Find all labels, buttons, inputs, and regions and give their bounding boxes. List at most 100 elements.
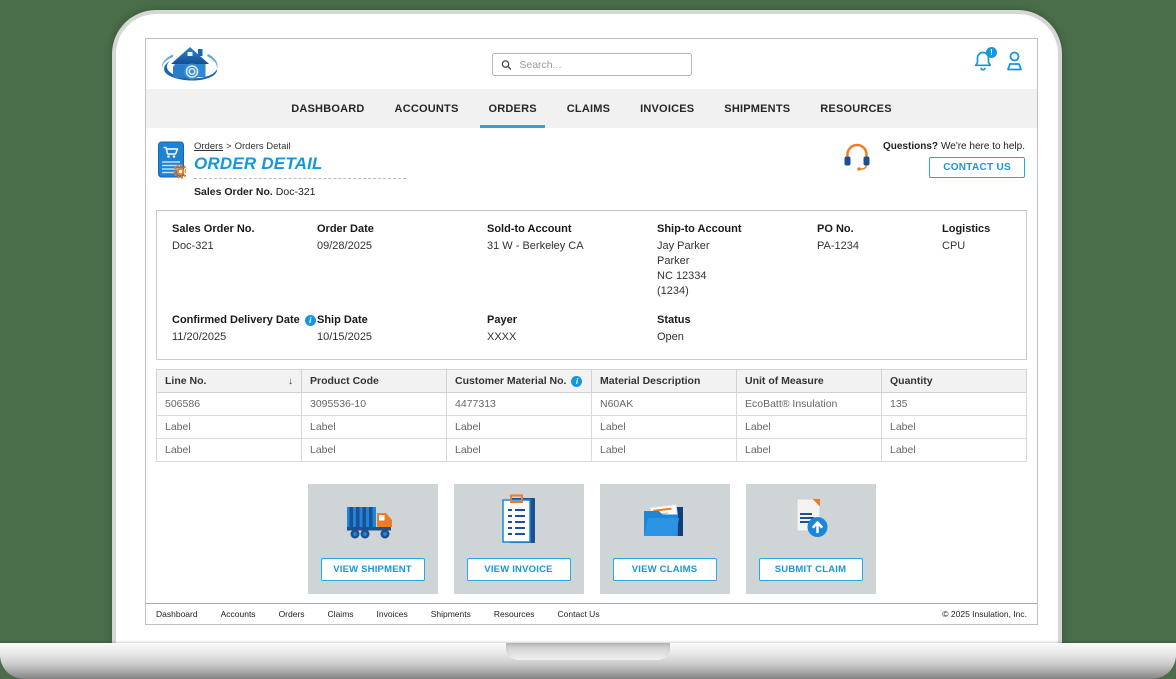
card-button[interactable]: VIEW CLAIMS xyxy=(612,558,717,582)
card-button[interactable]: SUBMIT CLAIM xyxy=(758,558,863,582)
field-value: 09/28/2025 xyxy=(317,240,373,252)
field-order-date: Order Date 09/28/2025 xyxy=(317,223,487,298)
table-cell: Label xyxy=(591,415,737,440)
field-value: 11/20/2025 xyxy=(172,331,227,344)
field-value: 31 W - Berkeley CA xyxy=(487,240,584,252)
column-label: Material Description xyxy=(600,375,701,388)
card-view-shipment: VIEW SHIPMENT xyxy=(307,484,438,595)
card-button[interactable]: VIEW INVOICE xyxy=(466,558,571,582)
breadcrumb-current: Orders Detail xyxy=(234,141,291,152)
app-header: ! xyxy=(146,39,1037,89)
tab-dashboard[interactable]: DASHBOARD xyxy=(276,89,379,128)
table-cell: EcoBatt® Insulation xyxy=(736,392,882,417)
tab-accounts[interactable]: ACCOUNTS xyxy=(380,89,474,128)
contact-us-button[interactable]: CONTACT US xyxy=(929,157,1025,178)
footer-link-accounts[interactable]: Accounts xyxy=(220,609,256,619)
column-unit-of-measure: Unit of Measure xyxy=(736,369,882,394)
table-cell: Label xyxy=(156,438,302,463)
field-label: Sold-to Account xyxy=(487,223,572,235)
field-label: PO No. xyxy=(817,223,854,235)
header-icons: ! xyxy=(973,47,1025,72)
field-label: Confirmed Delivery Date xyxy=(172,314,300,327)
info-icon[interactable]: i xyxy=(304,314,316,326)
help-question: Questions? xyxy=(882,141,938,152)
footer-link-shipments[interactable]: Shipments xyxy=(430,609,471,619)
app-footer: Dashboard Accounts Orders Claims Invoices Shi… xyxy=(146,603,1037,624)
table-cell: 4477313 xyxy=(446,392,592,417)
help-message: We're here to help. xyxy=(941,141,1025,152)
table-cell: Label xyxy=(156,415,302,440)
table-row: Label Label Label Label Label Label xyxy=(156,415,1027,440)
card-button[interactable]: VIEW SHIPMENT xyxy=(320,558,425,582)
table-cell: Label xyxy=(736,438,882,463)
table-cell: N60AK xyxy=(591,392,737,417)
action-cards: VIEW SHIPMENT VIEW INVOICE VIEW CLAIMS xyxy=(156,484,1027,595)
table-cell: 135 xyxy=(881,392,1027,417)
page-head: Orders > Orders Detail ORDER DETAIL Sales … xyxy=(156,141,1027,198)
sales-order-value: Doc-321 xyxy=(275,186,316,198)
column-label: Product Code xyxy=(310,375,379,388)
notifications-button[interactable]: ! xyxy=(973,47,997,72)
field-value: XXXX xyxy=(487,331,517,344)
footer-links: Dashboard Accounts Orders Claims Invoices Shi… xyxy=(156,609,600,619)
table-cell: Label xyxy=(446,438,592,463)
tab-shipments[interactable]: SHIPMENTS xyxy=(709,89,805,128)
field-value: 10/15/2025 xyxy=(317,331,373,344)
order-info-panel: Sales Order No. Doc-321 Order Date 09/28… xyxy=(156,210,1027,361)
tab-label: DASHBOARD xyxy=(291,102,365,115)
column-label: Unit of Measure xyxy=(745,375,824,388)
column-label: Customer Material No. xyxy=(455,375,567,388)
tab-label: ACCOUNTS xyxy=(394,102,459,115)
table-cell: Label xyxy=(301,438,447,463)
sales-order-number: Sales Order No. Doc-321 xyxy=(194,186,406,198)
copyright: © 2025 Insulation, Inc. xyxy=(942,609,1027,619)
footer-link-claims[interactable]: Claims xyxy=(327,609,354,619)
table-header-row: Line No. ↓ Product Code Customer Material N… xyxy=(156,369,1027,394)
field-value: CPU xyxy=(942,240,966,252)
help-text: Questions? We're here to help. xyxy=(883,141,1025,152)
table-cell: Label xyxy=(881,415,1027,440)
footer-link-invoices[interactable]: Invoices xyxy=(376,609,408,619)
tab-invoices[interactable]: INVOICES xyxy=(625,89,709,128)
truck-icon xyxy=(344,484,402,558)
sort-desc-icon[interactable]: ↓ xyxy=(288,375,293,387)
breadcrumb-orders-link[interactable]: Orders xyxy=(194,141,224,152)
table-cell: Label xyxy=(301,415,447,440)
field-logistics: Logistics CPU xyxy=(942,223,1016,298)
footer-link-orders[interactable]: Orders xyxy=(278,609,305,619)
tab-orders[interactable]: ORDERS xyxy=(473,89,551,128)
table-cell: Label xyxy=(591,438,737,463)
field-value: PA-1234 xyxy=(817,240,859,252)
main-nav: DASHBOARD ACCOUNTS ORDERS CLAIMS INVOICES SHI… xyxy=(146,89,1037,128)
field-label: Ship Date xyxy=(317,314,368,327)
laptop-base-notch xyxy=(506,643,670,660)
footer-link-resources[interactable]: Resources xyxy=(493,609,535,619)
field-ship-to-account: Ship-to Account Jay Parker Parker NC 123… xyxy=(657,223,817,298)
field-status: Status Open xyxy=(657,314,817,345)
column-line-no: Line No. ↓ xyxy=(156,369,302,394)
user-icon xyxy=(1007,51,1022,71)
search-box[interactable] xyxy=(491,53,692,76)
tab-resources[interactable]: RESOURCES xyxy=(805,89,906,128)
table-row: Label Label Label Label Label Label xyxy=(156,438,1027,463)
breadcrumb: Orders > Orders Detail xyxy=(194,141,406,152)
invoice-icon xyxy=(496,484,542,558)
app-screen: ! DASHBOARD ACCOUNTS ORDERS CLAIMS INVOICES S… xyxy=(145,38,1038,625)
search-input[interactable] xyxy=(517,57,683,72)
search-icon xyxy=(501,59,511,70)
column-customer-material-no: Customer Material No. i xyxy=(446,369,592,394)
field-payer: Payer XXXX xyxy=(487,314,657,345)
footer-link-contact-us[interactable]: Contact Us xyxy=(557,609,600,619)
tab-claims[interactable]: CLAIMS xyxy=(552,89,625,128)
page-title: ORDER DETAIL xyxy=(194,154,323,173)
info-icon[interactable]: i xyxy=(571,375,583,387)
field-confirmed-delivery-date: Confirmed Delivery Date i 11/20/2025 xyxy=(172,314,317,345)
footer-link-dashboard[interactable]: Dashboard xyxy=(156,609,198,619)
tab-label: SHIPMENTS xyxy=(724,102,791,115)
account-button[interactable] xyxy=(1004,50,1025,72)
card-view-invoice: VIEW INVOICE xyxy=(453,484,584,595)
help-column: Questions? We're here to help. CONTACT US xyxy=(883,141,1025,178)
field-label: Logistics xyxy=(942,223,991,235)
table-cell: Label xyxy=(446,415,592,440)
field-ship-date: Ship Date 10/15/2025 xyxy=(317,314,487,345)
